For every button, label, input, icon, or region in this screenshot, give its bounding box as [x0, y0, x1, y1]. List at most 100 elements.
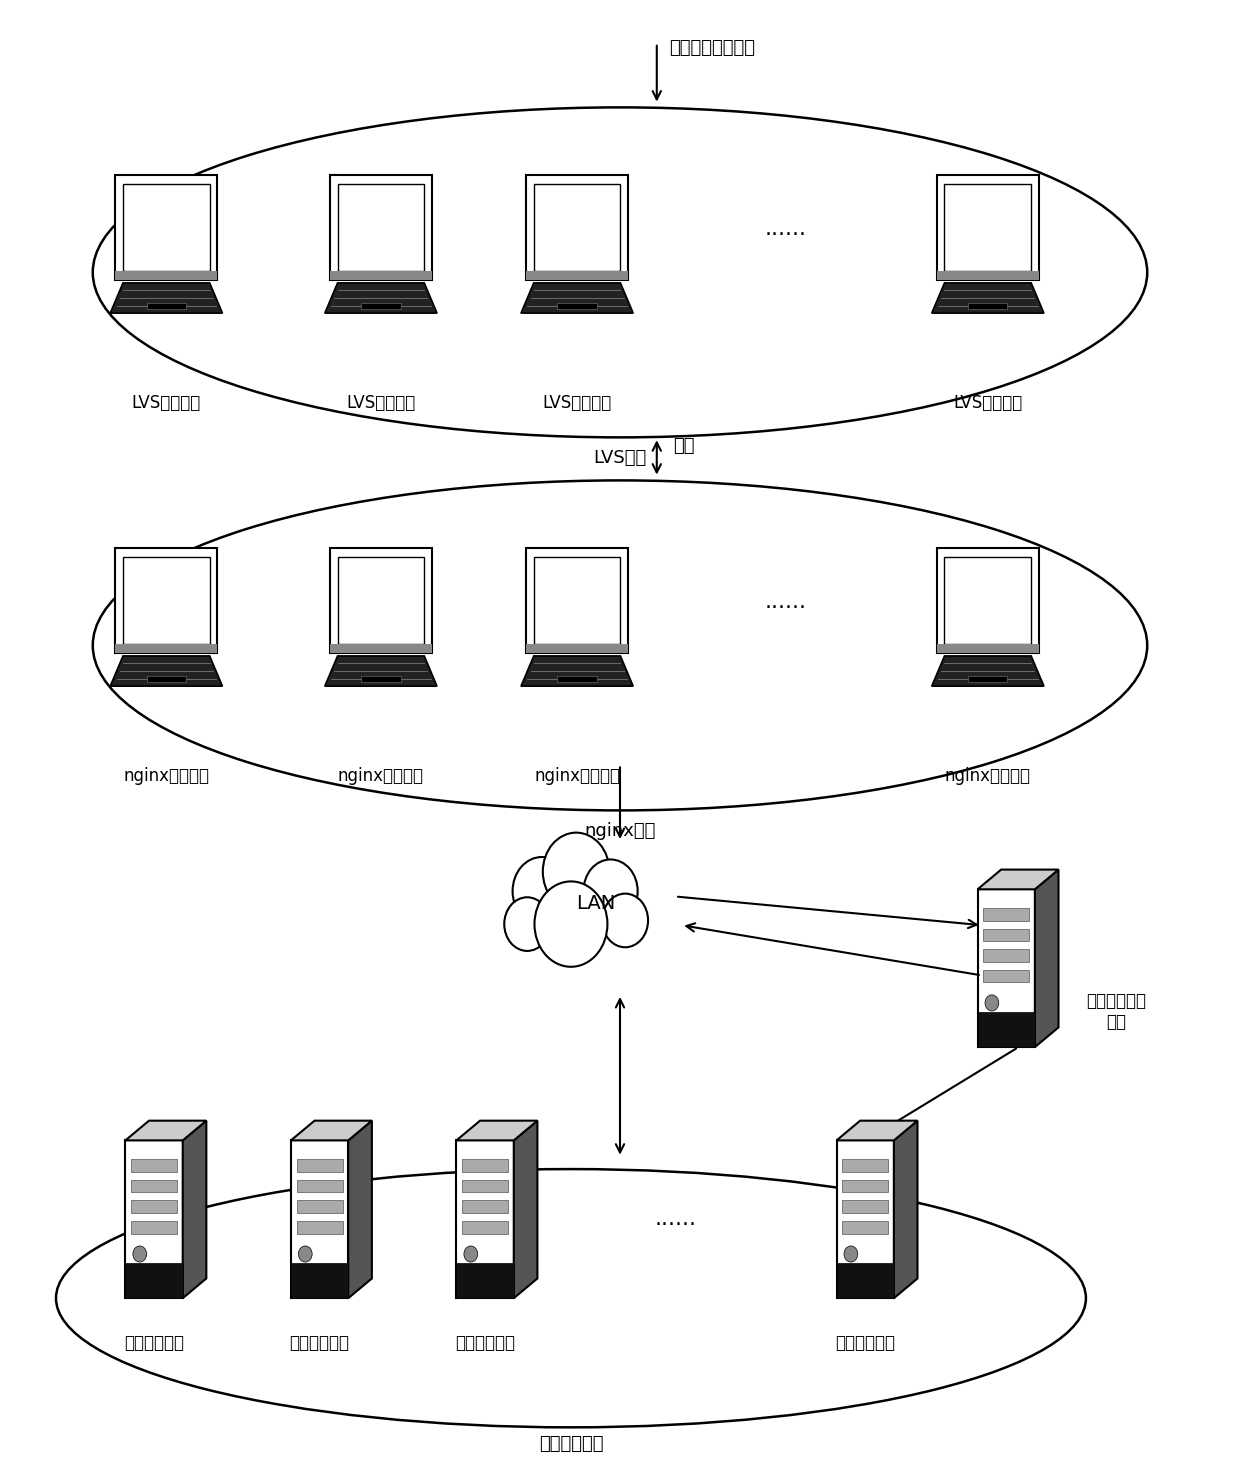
Text: LVS服务节点: LVS服务节点: [346, 394, 415, 412]
Bar: [463, 1180, 508, 1192]
Bar: [937, 644, 1039, 653]
Polygon shape: [513, 1121, 537, 1299]
Bar: [337, 184, 424, 270]
Text: nginx集群: nginx集群: [584, 823, 656, 840]
Bar: [131, 1221, 177, 1233]
Bar: [983, 929, 1029, 941]
Bar: [115, 270, 217, 279]
Circle shape: [985, 995, 998, 1011]
Bar: [330, 270, 432, 279]
Polygon shape: [182, 1121, 206, 1299]
Polygon shape: [456, 1141, 513, 1299]
Circle shape: [603, 894, 649, 947]
Bar: [533, 557, 620, 644]
Bar: [533, 184, 620, 270]
Bar: [361, 676, 401, 682]
Circle shape: [505, 897, 551, 951]
Bar: [937, 548, 1039, 653]
Polygon shape: [291, 1141, 348, 1299]
Text: LVS服务节点: LVS服务节点: [954, 394, 1023, 412]
Text: ......: ......: [765, 219, 806, 240]
Bar: [131, 1201, 177, 1213]
Bar: [330, 175, 432, 279]
Circle shape: [844, 1246, 858, 1262]
Bar: [463, 1160, 508, 1172]
Polygon shape: [931, 283, 1044, 313]
Text: LVS集群: LVS集群: [594, 449, 646, 468]
Circle shape: [464, 1246, 477, 1262]
Bar: [837, 1264, 894, 1299]
Bar: [125, 1264, 182, 1299]
Polygon shape: [894, 1121, 918, 1299]
Bar: [291, 1264, 348, 1299]
Polygon shape: [110, 283, 222, 313]
Bar: [977, 1012, 1035, 1048]
Bar: [842, 1180, 888, 1192]
Polygon shape: [837, 1121, 918, 1141]
Polygon shape: [325, 656, 436, 687]
Text: LAN: LAN: [575, 894, 615, 913]
Bar: [983, 909, 1029, 920]
Text: 通信: 通信: [673, 437, 694, 456]
Bar: [361, 302, 401, 310]
Polygon shape: [521, 656, 634, 687]
Bar: [842, 1160, 888, 1172]
Text: LVS服务节点: LVS服务节点: [542, 394, 611, 412]
Bar: [968, 302, 1007, 310]
Bar: [463, 1201, 508, 1213]
Bar: [945, 557, 1032, 644]
Bar: [558, 302, 596, 310]
Bar: [526, 548, 629, 653]
Circle shape: [299, 1246, 312, 1262]
Bar: [115, 644, 217, 653]
Bar: [115, 175, 217, 279]
Polygon shape: [931, 656, 1044, 687]
Text: 后端服务节点: 后端服务节点: [124, 1334, 184, 1351]
Text: 后端服务集群: 后端服务集群: [538, 1435, 603, 1452]
Bar: [123, 557, 210, 644]
Bar: [337, 557, 424, 644]
Text: ......: ......: [655, 1210, 696, 1229]
Polygon shape: [977, 890, 1035, 1048]
Text: ......: ......: [765, 592, 806, 612]
Polygon shape: [1035, 869, 1059, 1048]
Polygon shape: [125, 1121, 206, 1141]
Bar: [115, 548, 217, 653]
Bar: [123, 184, 210, 270]
Polygon shape: [977, 869, 1059, 890]
Text: LVS服务节点: LVS服务节点: [131, 394, 201, 412]
Text: nginx服务节点: nginx服务节点: [534, 767, 620, 786]
Polygon shape: [837, 1141, 894, 1299]
Bar: [558, 676, 596, 682]
Bar: [296, 1221, 342, 1233]
Bar: [968, 676, 1007, 682]
Bar: [456, 1264, 513, 1299]
Text: 客户端的访问请求: 客户端的访问请求: [670, 38, 755, 57]
Text: nginx服务节点: nginx服务节点: [339, 767, 424, 786]
Text: 后端服务节点: 后端服务节点: [836, 1334, 895, 1351]
Bar: [296, 1180, 342, 1192]
Text: nginx服务节点: nginx服务节点: [123, 767, 210, 786]
Circle shape: [543, 833, 610, 910]
Text: 负载均衡管理
节点: 负载均衡管理 节点: [1086, 992, 1146, 1030]
Bar: [131, 1160, 177, 1172]
Bar: [463, 1221, 508, 1233]
Bar: [146, 676, 186, 682]
Polygon shape: [110, 656, 222, 687]
Polygon shape: [125, 1141, 182, 1299]
Circle shape: [584, 859, 637, 923]
Bar: [526, 644, 629, 653]
Circle shape: [133, 1246, 146, 1262]
Text: 后端服务节点: 后端服务节点: [455, 1334, 515, 1351]
Bar: [296, 1160, 342, 1172]
Polygon shape: [325, 283, 436, 313]
Text: 后端服务节点: 后端服务节点: [290, 1334, 350, 1351]
Bar: [330, 548, 432, 653]
Bar: [526, 270, 629, 279]
Bar: [937, 175, 1039, 279]
Bar: [945, 184, 1032, 270]
Bar: [146, 302, 186, 310]
Bar: [937, 270, 1039, 279]
Bar: [983, 970, 1029, 982]
Polygon shape: [291, 1121, 372, 1141]
